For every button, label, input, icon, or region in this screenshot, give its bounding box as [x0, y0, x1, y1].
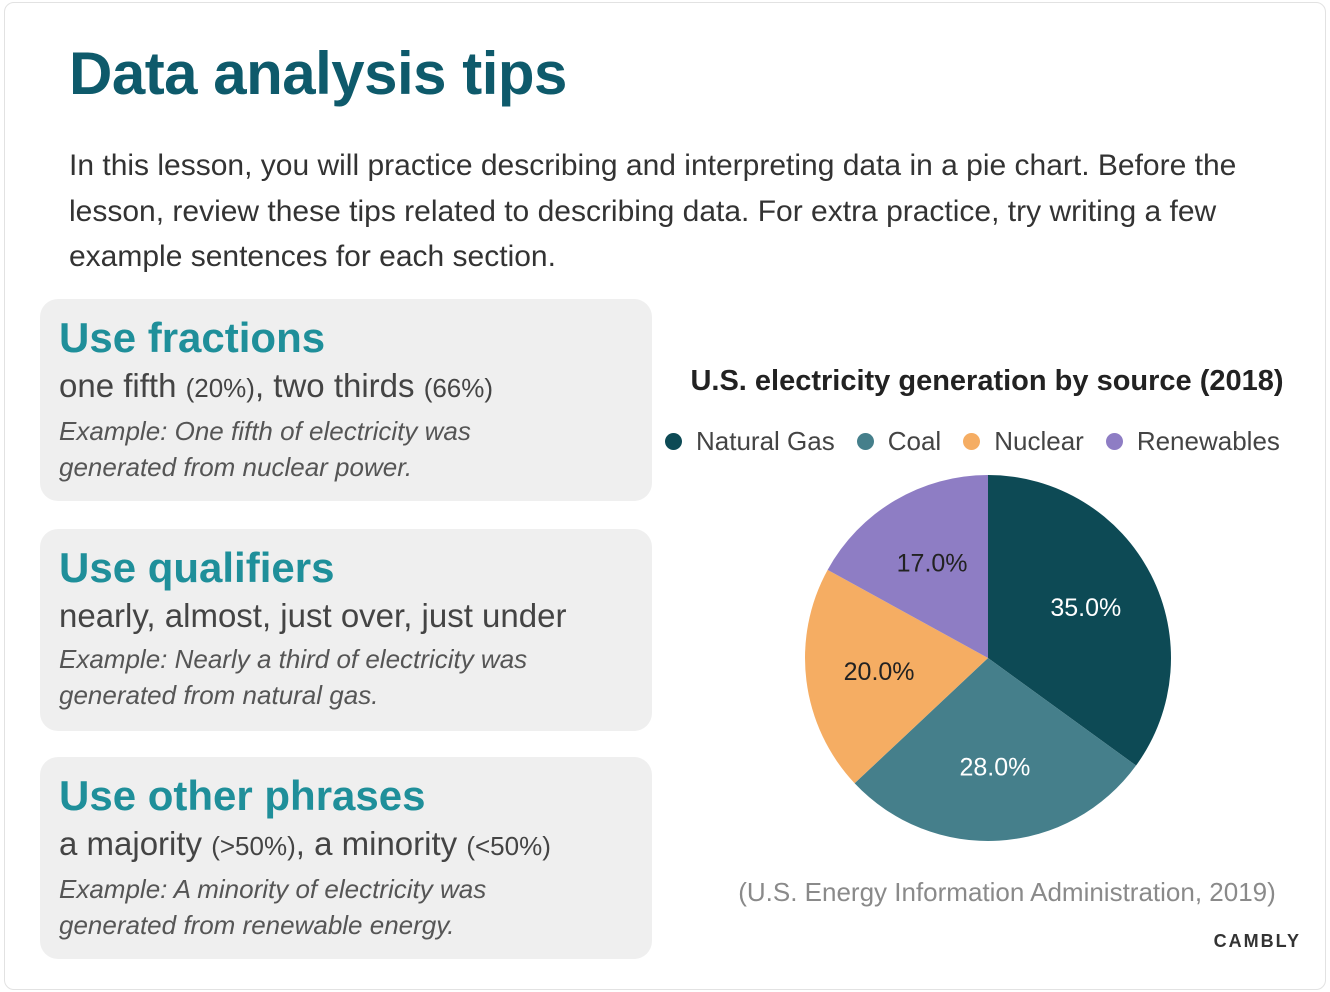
- pie-slice-renewables: [827, 475, 988, 658]
- chart-legend: Natural Gas Coal Nuclear Renewables: [665, 421, 1325, 461]
- legend-swatch: [1105, 432, 1123, 450]
- legend-label: Natural Gas: [696, 425, 835, 456]
- tip-phrase-b: a minority: [314, 825, 458, 862]
- legend-label: Coal: [887, 425, 942, 456]
- page-title: Data analysis tips: [69, 40, 567, 107]
- tip-separator: ,: [254, 367, 265, 404]
- legend-item-nuclear: Nuclear: [963, 426, 1084, 457]
- tip-separator: ,: [295, 825, 305, 862]
- pie-label-nuclear: 20.0%: [844, 658, 915, 686]
- tip-heading: Use qualifiers: [59, 544, 335, 591]
- tip-heading: Use fractions: [59, 314, 326, 361]
- legend-swatch: [963, 432, 981, 450]
- tip-note-a: (>50%): [211, 831, 296, 861]
- intro-paragraph: In this lesson, you will practice descri…: [69, 149, 1237, 273]
- legend-swatch: [665, 432, 682, 450]
- pie-label-renewables: 17.0%: [897, 550, 968, 578]
- pie-label-natural-gas: 35.0%: [1050, 594, 1121, 622]
- pie-label-coal: 28.0%: [959, 754, 1030, 782]
- legend-item-coal: Coal: [856, 425, 942, 457]
- tip-note-b: (<50%): [466, 831, 551, 861]
- lesson-card: Data analysis tips In this lesson, you w…: [4, 2, 1326, 990]
- pie-slice-natural-gas: [988, 475, 1171, 766]
- tip-card-other-phrases: Use other phrases a majority (>50%), a m…: [40, 757, 652, 959]
- tip-phrase-a: one fifth: [59, 367, 177, 404]
- tip-card-fractions: Use fractions one fifth (20%), two third…: [40, 299, 652, 501]
- pie-slice-coal: [854, 658, 1137, 841]
- chart-title: U.S. electricity generation by source (2…: [690, 365, 1284, 397]
- tip-phrase: one fifth (20%), two thirds (66%): [59, 365, 642, 409]
- tip-example: Example: Nearly a third of electricity w…: [59, 644, 528, 710]
- legend-label: Nuclear: [994, 425, 1084, 456]
- tip-example: Example: A minority of electricity was g…: [59, 874, 487, 940]
- tip-phrase-a: a majority: [59, 825, 203, 862]
- pie-slice-nuclear: [805, 569, 988, 784]
- legend-label: Renewables: [1136, 425, 1280, 456]
- tip-heading: Use other phrases: [59, 772, 426, 819]
- tip-phrase: nearly, almost, just over, just under: [59, 597, 567, 634]
- pie-chart: 35.0% 28.0% 20.0% 17.0%: [805, 475, 1171, 841]
- tip-note-a: (20%): [185, 373, 255, 403]
- legend-item-natural-gas: Natural Gas: [665, 426, 835, 457]
- tip-phrase: a majority (>50%), a minority (<50%): [59, 823, 642, 867]
- tip-example: Example: One fifth of electricity was ge…: [59, 416, 471, 482]
- tip-phrase-b: two thirds: [273, 367, 415, 404]
- tip-note-b: (66%): [423, 373, 494, 403]
- legend-swatch: [856, 432, 874, 450]
- brand-logo: CAMBLY: [1213, 931, 1301, 951]
- source-citation: (U.S. Energy Information Administration,…: [738, 877, 1276, 907]
- tip-card-qualifiers: Use qualifiers nearly, almost, just over…: [40, 529, 652, 731]
- legend-item-renewables: Renewables: [1105, 425, 1280, 457]
